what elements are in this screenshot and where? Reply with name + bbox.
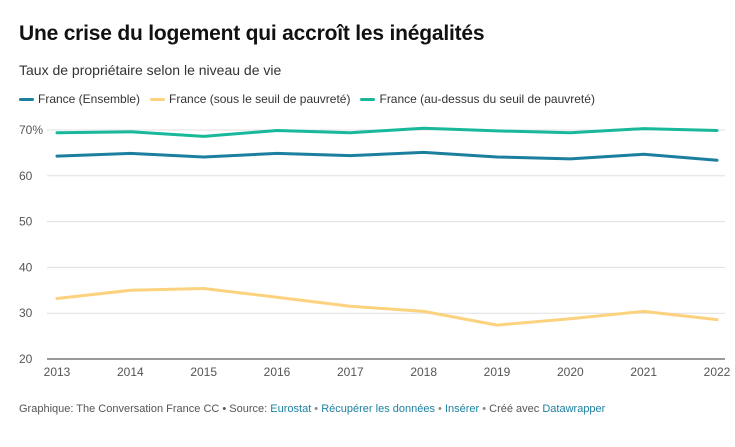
legend-label-au-dessus: France (au-dessus du seuil de pauvreté) — [379, 92, 595, 106]
y-tick-label: 30 — [19, 306, 33, 320]
legend-swatch-au-dessus — [360, 97, 376, 101]
chart-title: Une crise du logement qui accroît les in… — [19, 22, 485, 45]
x-tick-label: 2017 — [337, 365, 364, 379]
series-line-0 — [55, 150, 719, 162]
y-tick-label: 20 — [19, 352, 33, 366]
x-tick-label: 2015 — [190, 365, 217, 379]
footer-made-with: Créé avec — [489, 403, 543, 415]
x-tick-label: 2016 — [264, 365, 291, 379]
legend-item-sous-seuil: France (sous le seuil de pauvreté) — [150, 92, 350, 106]
chart-subtitle: Taux de propriétaire selon le niveau de … — [19, 62, 282, 78]
legend-swatch-ensemble — [19, 97, 34, 101]
legend-item-ensemble: France (Ensemble) — [19, 92, 140, 106]
x-tick-label: 2022 — [704, 365, 731, 379]
legend-label-sous-seuil: France (sous le seuil de pauvreté) — [169, 92, 351, 106]
source-link[interactable]: Eurostat — [270, 403, 312, 415]
x-tick-label: 2018 — [410, 365, 437, 379]
x-tick-label: 2019 — [484, 365, 511, 379]
x-tick-label: 2020 — [557, 365, 584, 379]
y-tick-label: 60 — [19, 169, 33, 183]
legend-item-au-dessus: France (au-dessus du seuil de pauvreté) — [360, 92, 595, 106]
footer-sep-2: • — [434, 403, 445, 415]
datawrapper-link[interactable]: Datawrapper — [542, 403, 606, 415]
footer-sep-1: • — [311, 403, 322, 415]
x-tick-label: 2021 — [630, 365, 657, 379]
line-chart: 20 30 40 50 60 70% 2013 2014 2015 2016 2017 2018 201… — [19, 123, 731, 379]
footer-credit: Graphique: The Conversation France CC • … — [19, 403, 271, 415]
download-data-link[interactable]: Récupérer les données — [321, 403, 435, 415]
legend-label-ensemble: France (Ensemble) — [38, 92, 141, 106]
series-line-1 — [55, 287, 719, 327]
footer-sep-3: • — [479, 403, 490, 415]
x-tick-label: 2013 — [44, 365, 71, 379]
y-tick-label: 70% — [19, 123, 43, 137]
y-tick-label: 40 — [19, 260, 33, 274]
legend-swatch-sous-seuil — [150, 97, 166, 101]
legend: France (Ensemble) France (sous le seuil … — [19, 92, 595, 106]
series-line-2 — [55, 126, 719, 138]
x-tick-label: 2014 — [117, 365, 144, 379]
embed-link[interactable]: Insérer — [444, 403, 480, 415]
footer: Graphique: The Conversation France CC • … — [19, 403, 605, 415]
y-tick-label: 50 — [19, 215, 33, 229]
